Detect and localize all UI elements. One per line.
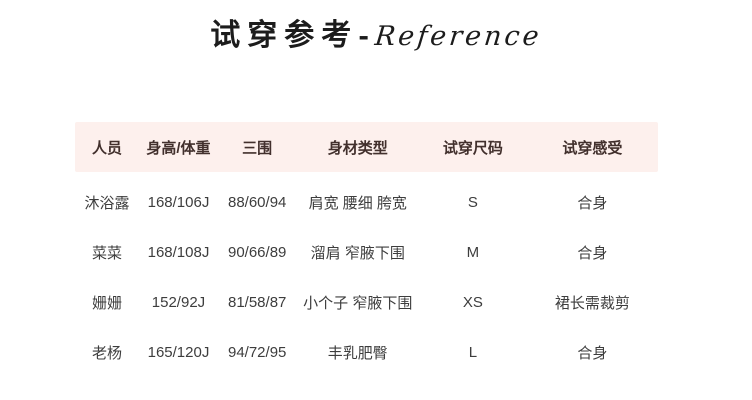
column-header-try-on-feel: 试穿感受 (562, 139, 623, 157)
cell-body-type: 肩宽 腰细 胯宽 (308, 194, 407, 212)
table-row: 老杨 165/120J 94/72/95 丰乳肥臀 L 合身 (75, 327, 658, 377)
cell-measurements: 81/58/87 (227, 293, 287, 311)
cell-try-on-feel: 合身 (577, 194, 608, 212)
cell-height-weight: 168/106J (147, 193, 210, 211)
page-title-script: Reference (373, 21, 544, 52)
cell-body-type: 溜肩 窄腋下围 (310, 244, 405, 262)
column-header-body-type: 身材类型 (327, 139, 388, 157)
table-row: 菜菜 168/108J 90/66/89 溜肩 窄腋下围 M 合身 (75, 227, 658, 277)
cell-measurements: 90/66/89 (227, 243, 287, 261)
cell-try-on-feel: 合身 (577, 244, 608, 262)
cell-person: 菜菜 (92, 244, 123, 262)
column-header-measurements: 三围 (242, 139, 273, 157)
cell-body-type: 丰乳肥臀 (327, 344, 388, 362)
cell-try-on-size: XS (462, 293, 483, 311)
table-header-row: 人员 身高/体重 三围 身材类型 试穿尺码 试穿感受 (75, 122, 658, 172)
size-reference-table: 人员 身高/体重 三围 身材类型 试穿尺码 试穿感受 沐浴露 168/106J … (75, 122, 658, 377)
table-row: 沐浴露 168/106J 88/60/94 肩宽 腰细 胯宽 S 合身 (75, 177, 658, 227)
cell-person: 姗姗 (92, 294, 123, 312)
cell-measurements: 88/60/94 (227, 193, 287, 211)
column-header-person: 人员 (92, 139, 123, 157)
cell-person: 老杨 (92, 344, 123, 362)
page-title: 试穿参考 - Reference (0, 10, 752, 54)
column-header-height-weight: 身高/体重 (146, 139, 211, 157)
cell-try-on-size: M (466, 243, 480, 261)
cell-measurements: 94/72/95 (227, 343, 287, 361)
cell-height-weight: 165/120J (147, 343, 210, 361)
cell-height-weight: 168/108J (147, 243, 210, 261)
cell-try-on-feel: 合身 (577, 344, 608, 362)
cell-person: 沐浴露 (84, 194, 130, 212)
cell-body-type: 小个子 窄腋下围 (303, 294, 413, 312)
cell-try-on-feel: 裙长需裁剪 (554, 294, 630, 312)
column-header-try-on-size: 试穿尺码 (442, 139, 503, 157)
table-body: 沐浴露 168/106J 88/60/94 肩宽 腰细 胯宽 S 合身 菜菜 1… (75, 177, 658, 377)
page-title-separator: - (358, 22, 370, 52)
cell-height-weight: 152/92J (151, 293, 206, 311)
cell-try-on-size: S (467, 193, 478, 211)
cell-try-on-size: L (468, 343, 478, 361)
page-title-cjk: 试穿参考 (210, 18, 359, 53)
table-row: 姗姗 152/92J 81/58/87 小个子 窄腋下围 XS 裙长需裁剪 (75, 277, 658, 327)
